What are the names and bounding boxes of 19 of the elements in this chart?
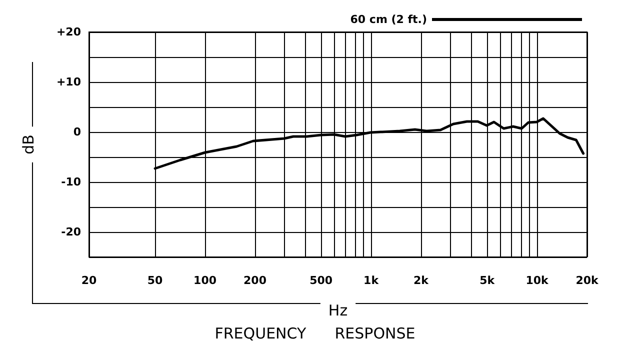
x-tick-label: 500 [310,274,333,287]
text: FREQUENCY RESPONSE [214,324,416,342]
x-tick-label: 1k [364,274,380,287]
y-tick-label: +10 [56,76,82,88]
text: 60 cm (2 ft.) [350,13,427,26]
x-tick-label: 2k [414,274,430,287]
y-tick-label: -10 [61,176,82,188]
x-tick-label: 10k [526,274,550,287]
y-tick-label: -20 [61,226,82,238]
y-tick-label: +20 [56,26,82,38]
x-tick-label: 5k [480,274,496,287]
y-tick-label: 0 [73,126,82,138]
x-tick-label: 200 [244,274,267,287]
x-tick-label: 20k [576,274,599,287]
y-axis-title: dB [20,134,38,154]
x-tick-label: 20 [81,274,97,287]
x-tick-label: 50 [147,274,164,287]
x-tick-label: 100 [194,274,217,287]
x-axis-title: Hz [328,302,348,320]
